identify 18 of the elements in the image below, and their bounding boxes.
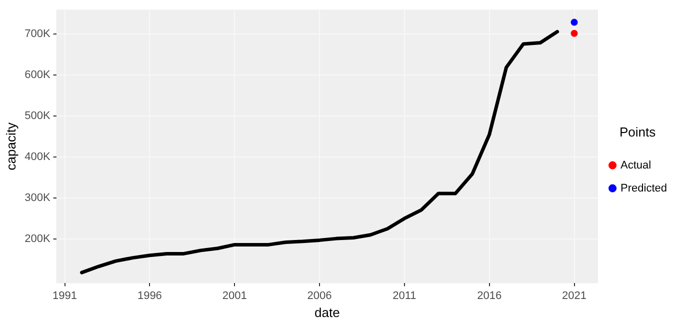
x-axis-title: date bbox=[314, 304, 340, 320]
y-tick-label: 300K bbox=[24, 192, 51, 204]
y-tick-label: 600K bbox=[24, 69, 51, 82]
legend-label: Actual bbox=[620, 159, 652, 172]
x-tick-label: 2006 bbox=[307, 290, 332, 302]
x-tick-label: 2016 bbox=[477, 290, 502, 302]
y-tick-label: 700K bbox=[24, 28, 51, 40]
y-tick-label: 500K bbox=[24, 110, 51, 122]
legend-label: Predicted bbox=[620, 182, 668, 194]
legend-title: Points bbox=[619, 124, 656, 140]
x-tick-label: 1996 bbox=[137, 290, 162, 302]
y-tick-label: 400K bbox=[24, 151, 51, 164]
y-tick-label: 200K bbox=[24, 232, 51, 245]
y-axis-title: capacity bbox=[3, 122, 18, 170]
x-tick-label: 1991 bbox=[52, 290, 78, 302]
x-tick-label: 2011 bbox=[392, 290, 416, 302]
x-tick-label: 2021 bbox=[562, 290, 586, 302]
x-tick-label: 2001 bbox=[222, 290, 247, 302]
